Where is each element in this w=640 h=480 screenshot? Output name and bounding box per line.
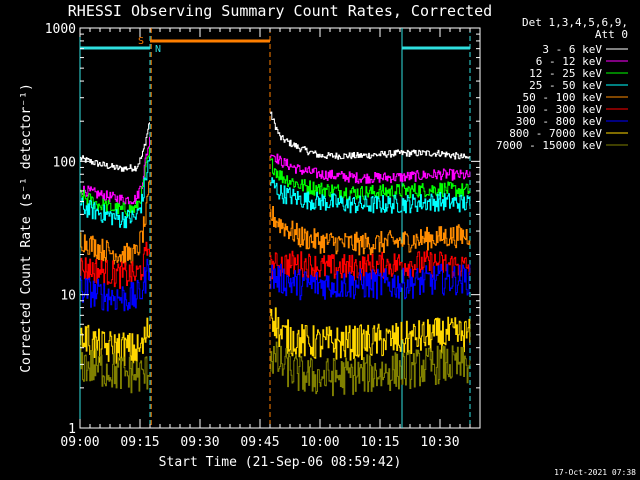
night-label: N	[155, 44, 161, 55]
orbit-status-bars: NS	[80, 36, 470, 55]
series-line-6-seg-1	[270, 263, 471, 301]
series-line-0-seg-0	[80, 122, 150, 172]
legend-label-0: 3 - 6 keV	[542, 43, 602, 56]
legend-label-5: 100 - 300 keV	[516, 103, 602, 116]
legend-label-6: 300 - 800 keV	[516, 115, 602, 128]
x-tick-label-3: 09:45	[240, 435, 279, 450]
series-line-2-seg-0	[80, 146, 150, 217]
series-line-8-seg-1	[270, 341, 471, 397]
series-lines	[80, 111, 471, 397]
series-line-0-seg-1	[270, 111, 471, 160]
footer-date: 17-Oct-2021 07:38	[554, 468, 636, 477]
legend-label-8: 7000 - 15000 keV	[496, 139, 602, 152]
legend-label-7: 800 - 7000 keV	[509, 127, 602, 140]
series-line-1-seg-0	[80, 137, 150, 205]
series-line-8-seg-0	[80, 345, 150, 394]
axes: 1 10 100 1000 09:00 09:15 09:30 09:45 10:00 10:15…	[45, 22, 481, 450]
legend-label-4: 50 - 100 keV	[523, 91, 603, 104]
y-tick-label-2: 100	[53, 155, 76, 170]
series-line-5-seg-1	[270, 250, 471, 281]
series-line-3-seg-1	[270, 177, 471, 214]
saa-label: S	[138, 36, 144, 47]
x-axis-label: Start Time (21-Sep-06 08:59:42)	[159, 455, 402, 470]
legend-label-1: 6 - 12 keV	[536, 55, 603, 68]
y-tick-label-3: 1000	[45, 22, 76, 37]
boundary-lines	[79, 28, 471, 428]
legend-label-3: 25 - 50 keV	[529, 79, 602, 92]
y-tick-label-0: 1	[68, 422, 76, 437]
legend-header-0: Det 1,3,4,5,6,9,	[522, 16, 628, 29]
x-tick-label-1: 09:15	[120, 435, 159, 450]
series-line-3-seg-0	[80, 156, 150, 229]
series-line-7-seg-1	[270, 307, 471, 361]
series-line-6-seg-0	[80, 258, 150, 312]
series-line-4-seg-1	[270, 206, 471, 256]
x-tick-label-2: 09:30	[180, 435, 219, 450]
y-axis-label: Corrected Count Rate (s⁻¹ detector⁻¹)	[19, 83, 34, 373]
x-tick-label-5: 10:15	[360, 435, 399, 450]
legend-header-1: Att 0	[595, 28, 628, 41]
legend-label-2: 12 - 25 keV	[529, 67, 602, 80]
series-line-2-seg-1	[270, 158, 471, 201]
x-tick-label-4: 10:00	[300, 435, 339, 450]
series-line-4-seg-0	[80, 180, 150, 266]
x-tick-label-0: 09:00	[60, 435, 99, 450]
x-tick-label-6: 10:30	[420, 435, 459, 450]
series-line-1-seg-1	[270, 153, 471, 184]
series-line-5-seg-0	[80, 241, 150, 289]
y-tick-label-1: 10	[60, 289, 76, 304]
chart-title: RHESSI Observing Summary Count Rates, Co…	[68, 2, 492, 20]
